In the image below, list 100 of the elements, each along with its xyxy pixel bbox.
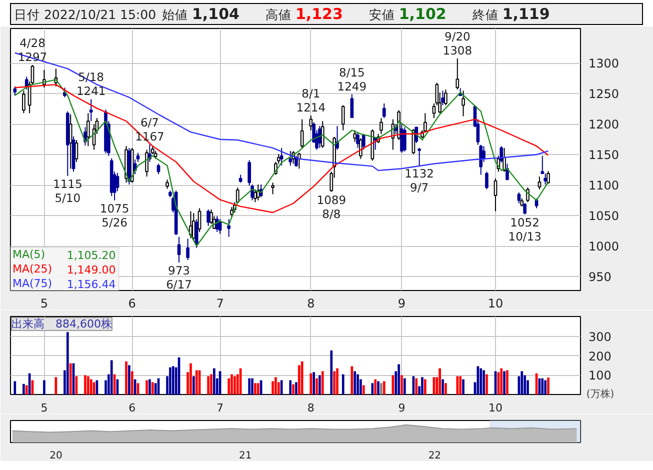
bar [459,376,462,394]
candlestick [206,208,210,226]
x-tick-label: 5 [40,296,48,310]
bar [442,379,444,394]
candlestick [544,173,548,185]
y-tick-label: 1250 [588,87,620,102]
bar [298,365,300,394]
candlestick [441,90,444,106]
bar [544,380,547,394]
bar [151,382,154,394]
x-tick-label: 20 [50,450,62,462]
y-tick-label: 100 [588,368,612,383]
bar [295,382,298,394]
candlestick [227,218,230,238]
candlestick [89,98,93,122]
candlestick [546,170,550,184]
bar [362,385,365,394]
y-tick-label: 1200 [588,118,620,132]
candlestick [271,182,274,195]
bar [248,378,251,394]
candlestick [24,76,28,90]
candlestick [380,118,383,134]
candlestick [382,102,386,119]
candlestick [356,132,360,148]
candlestick [353,130,357,142]
candlestick [350,94,354,119]
bar [444,383,447,394]
bar [374,379,377,394]
bar [330,350,333,394]
bar [415,378,418,394]
bar [146,380,148,394]
candlestick [309,115,313,131]
x-tick-label: 6 [128,296,136,310]
x-tick-label: 22 [428,450,442,462]
annotation: 1115 5/10 [53,176,82,205]
bar [86,376,90,394]
candlestick [538,176,542,190]
annotation: 973 6/17 [166,263,192,292]
bar [312,372,315,394]
bar [280,380,283,394]
annotation: 1089 8/8 [316,192,346,221]
x-tick-label: 21 [238,450,252,462]
bar [254,383,256,394]
candlestick [288,150,292,166]
candlestick [414,126,418,144]
candlestick [166,179,169,190]
bar [316,378,318,394]
bar [90,379,92,394]
bar [398,364,400,394]
candlestick [13,86,17,96]
bar [520,371,524,394]
bar [192,376,195,394]
y-tick-label: 1000 [588,240,620,254]
bar [421,377,424,394]
bar [350,366,354,394]
bar [128,365,130,394]
x-tick-label: 9 [398,402,406,414]
candlestick [523,203,526,215]
annotation: 8/15 1249 [337,65,367,94]
x-tick-label: 7 [216,402,224,414]
bar [480,368,482,394]
bar [289,380,292,394]
bar [66,332,69,394]
candlestick [526,187,530,203]
bar [213,368,216,394]
candlestick [294,155,298,168]
candlestick [462,90,465,117]
candlestick [136,152,140,162]
bar [318,375,321,394]
candlestick [250,184,254,201]
y-axis-title: (万株) [586,388,614,400]
bar [172,366,174,394]
candlestick [280,147,284,166]
candlestick [156,163,160,175]
candlestick [432,102,436,119]
y-tick-label: 1150 [588,148,620,162]
bar [541,378,544,394]
bar [272,381,274,394]
x-tick-label: 5 [40,402,48,414]
y-tick-label: 1100 [588,178,620,193]
bar [125,361,128,394]
bar [500,368,503,394]
bar [342,374,344,394]
x-tick-label: 6 [128,402,136,414]
annotation: 1,149.00 [66,263,116,276]
bar [234,376,236,394]
bar [486,374,488,394]
bar [356,374,359,394]
x-tick-label: 10 [488,296,504,310]
annotation: 8/1 1214 [296,86,326,115]
bar [482,370,485,394]
candlestick [74,140,78,162]
candlestick [318,125,322,148]
bar [377,381,380,394]
candlestick [194,218,198,248]
candlestick [341,104,345,131]
annotation: 1052 10/13 [508,215,542,244]
candlestick [86,112,90,147]
bar [25,385,28,394]
y-tick-label: 300 [588,330,612,344]
